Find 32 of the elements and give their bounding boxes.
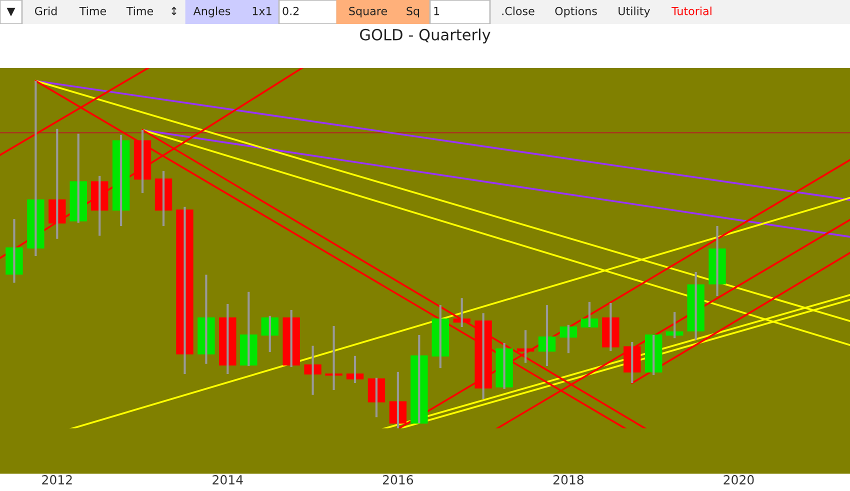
x-tick-label: 2014: [212, 475, 243, 485]
candlestick: [602, 302, 620, 352]
text: Time: [126, 6, 153, 16]
text: Square: [349, 6, 387, 18]
text: Angles: [193, 6, 230, 18]
text: Options: [555, 6, 597, 18]
text: 1x1: [252, 6, 272, 16]
candlestick: [48, 128, 66, 240]
candlestick: [240, 290, 258, 368]
text: Sq: [406, 6, 420, 18]
candlestick: [496, 342, 513, 390]
candlestick: [27, 80, 44, 258]
x-tick-label: 2016: [382, 475, 414, 485]
chart-title: GOLD - Quarterly: [360, 28, 490, 44]
text: ↕: [172, 6, 176, 16]
text: Time: [79, 6, 106, 16]
text: Utility: [618, 6, 650, 18]
candlestick: [282, 308, 300, 368]
text: ▼: [6, 8, 16, 16]
candlestick: [410, 334, 428, 424]
text: 0.2: [282, 6, 299, 16]
candlestick: [198, 274, 215, 365]
candlestick: [474, 312, 492, 400]
x-tick-label: 2012: [42, 475, 72, 485]
text: Grid: [34, 6, 57, 16]
text: 1: [434, 6, 440, 16]
x-tick-label: 2020: [724, 475, 754, 485]
candlestick: [219, 302, 236, 376]
candlestick: [687, 270, 704, 341]
x-tick-label: 2018: [553, 475, 584, 485]
text: Tutorial: [672, 6, 712, 16]
text: .Close: [502, 6, 534, 16]
